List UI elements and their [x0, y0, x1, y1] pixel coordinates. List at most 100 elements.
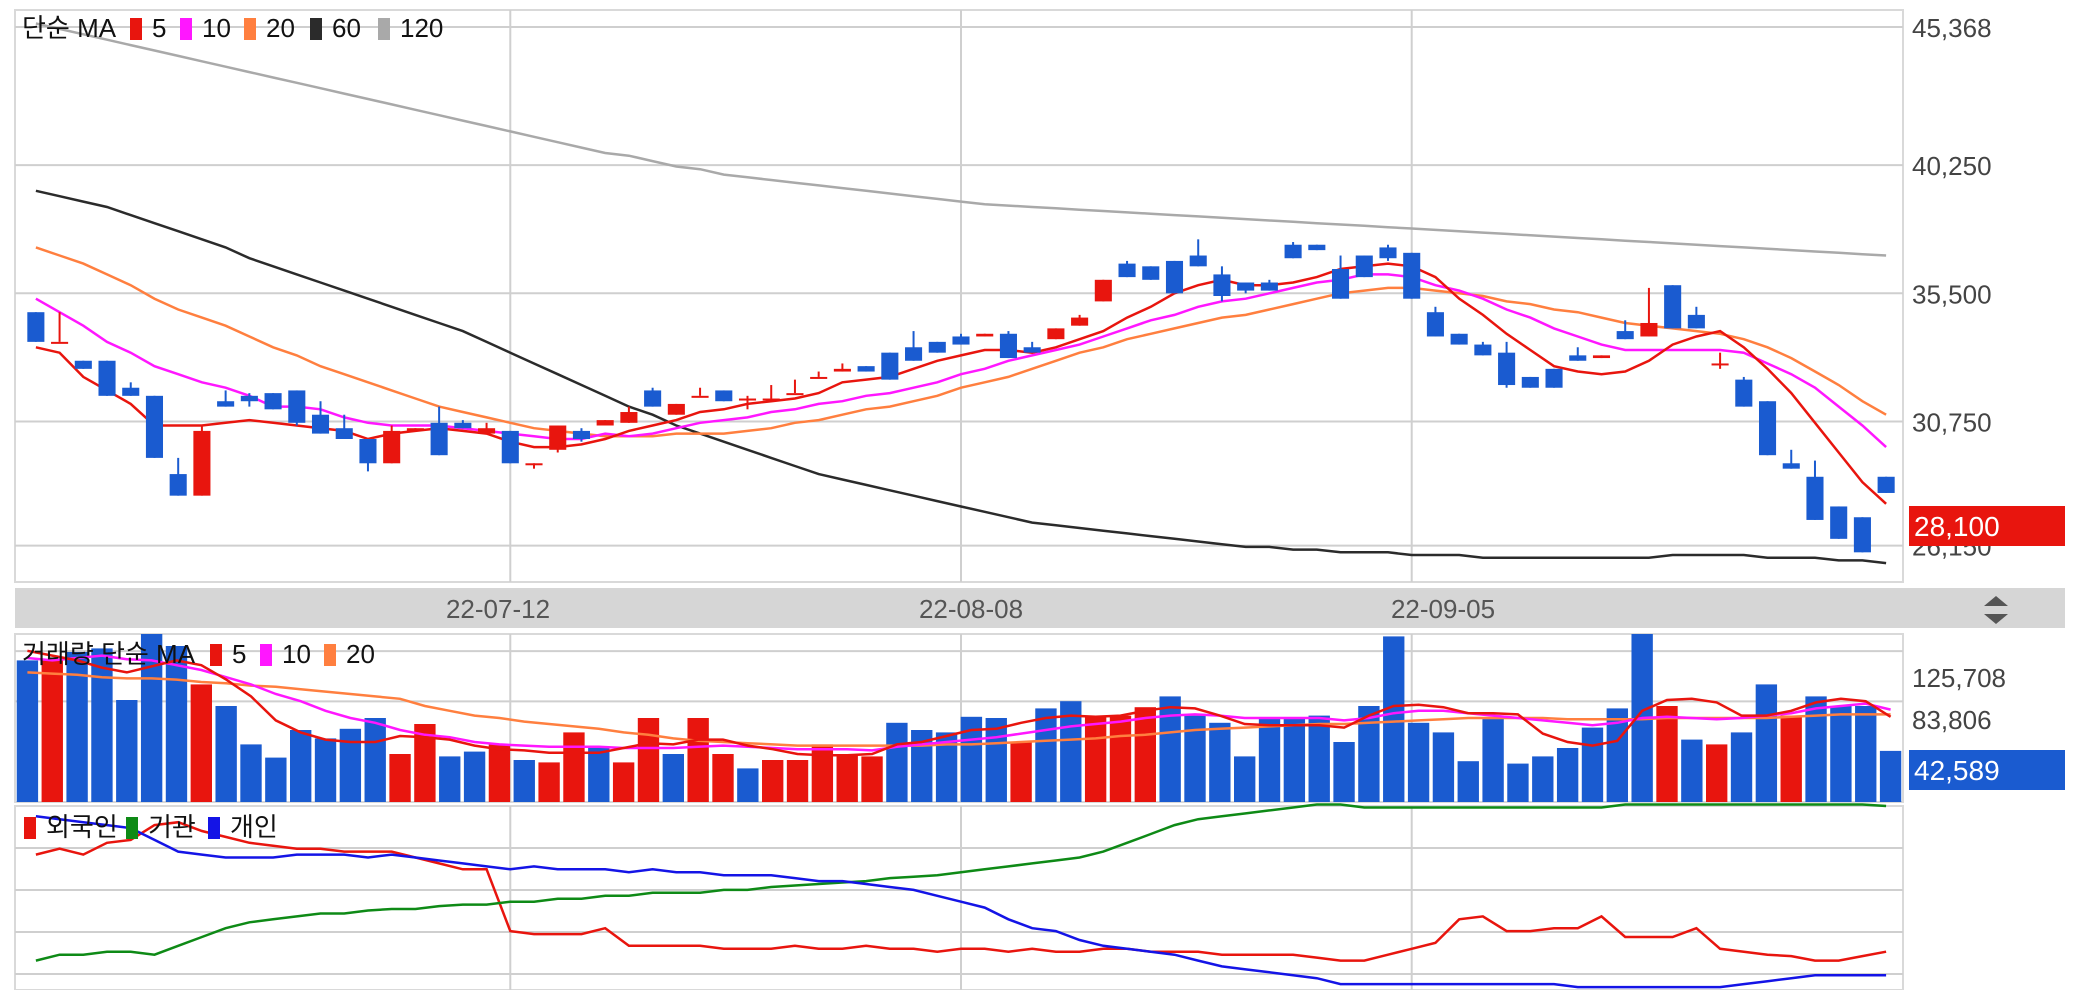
- volume-ma10-line: [27, 654, 1891, 752]
- volume-bar: [712, 754, 734, 802]
- legend-foreign-label: 외국인: [46, 812, 118, 842]
- legend-ma20-label: 20: [266, 13, 295, 43]
- volume-bar: [1134, 707, 1156, 802]
- volume-bar: [1358, 706, 1380, 802]
- volume-bar: [985, 718, 1007, 802]
- candle-body: [1664, 285, 1682, 329]
- price-candles: [27, 239, 1895, 553]
- volume-bar: [1879, 750, 1902, 802]
- candle-body: [1023, 347, 1041, 353]
- volume-bar: [1084, 715, 1107, 802]
- candle-body: [572, 430, 590, 439]
- volume-bar: [1755, 684, 1778, 802]
- volume-bar: [140, 634, 163, 802]
- candle-body: [999, 333, 1017, 359]
- legend-ma5-swatch: [130, 18, 142, 40]
- volume-bar: [637, 718, 660, 802]
- volume-bar: [1258, 718, 1281, 802]
- candle-body: [335, 428, 353, 439]
- volume-bar: [463, 751, 486, 802]
- current-volume-label: 42,589: [1914, 755, 2000, 786]
- candle-body: [1592, 355, 1611, 359]
- candle-body: [1332, 269, 1350, 299]
- investor-individual-line: [35, 815, 1887, 989]
- volume-bar: [364, 718, 386, 802]
- candle-body: [1735, 379, 1753, 407]
- volume-bar: [811, 744, 834, 802]
- legend-institution-swatch: [126, 817, 138, 839]
- volume-bar: [339, 728, 362, 802]
- candle-body: [525, 463, 543, 466]
- candle-body: [1142, 266, 1160, 280]
- resize-toggle-icon[interactable]: [1984, 596, 2008, 624]
- volume-bar: [215, 706, 237, 802]
- candle-body: [122, 387, 140, 396]
- volume-bar: [1606, 708, 1628, 802]
- candle-body: [1071, 317, 1089, 326]
- volume-bar: [935, 732, 958, 802]
- volume-bar: [116, 700, 138, 802]
- volume-tick-1: 125,708: [1912, 663, 2006, 693]
- volume-bar: [1383, 636, 1405, 802]
- volume-bar: [737, 768, 759, 802]
- candle-body: [1474, 344, 1492, 356]
- candle-body: [1853, 517, 1871, 553]
- legend-individual-swatch: [208, 817, 220, 839]
- investor-lines: [35, 803, 1887, 989]
- candle-body: [193, 430, 211, 496]
- current-price-badge: [1909, 506, 2065, 546]
- candle-body: [1498, 352, 1516, 386]
- volume-bar: [1184, 715, 1206, 802]
- price-ma120-line: [35, 22, 1887, 257]
- candle-body: [833, 368, 851, 372]
- volume-bar: [538, 762, 560, 802]
- volume-tick-2: 83,806: [1912, 705, 1992, 735]
- candle-body: [1118, 263, 1136, 278]
- candle-body: [169, 474, 187, 496]
- investor-panel: 외국인 기관 개인: [14, 803, 1904, 990]
- candle-body: [430, 422, 448, 456]
- candle-body: [359, 439, 377, 464]
- legend-ma120-swatch: [378, 18, 390, 40]
- candle-body: [1094, 279, 1112, 302]
- volume-bar: [1010, 742, 1032, 802]
- candle-body: [1189, 255, 1207, 267]
- candle-body: [1830, 506, 1848, 539]
- volume-bar: [1482, 718, 1504, 802]
- legend-institution-label: 기관: [148, 812, 196, 842]
- volume-panel: 거래량 단순 MA 5 10 20 125,708 83,806 42,589: [14, 633, 2065, 803]
- volume-bar: [439, 756, 461, 802]
- candle-body: [311, 414, 330, 434]
- volume-bar: [290, 730, 312, 802]
- price-tick-label: 40,250: [1912, 151, 1992, 181]
- volume-bar: [1209, 722, 1231, 802]
- candle-body: [1711, 363, 1729, 366]
- volume-bar: [265, 757, 287, 802]
- candle-body: [715, 390, 733, 402]
- current-price-label: 28,100: [1914, 511, 2000, 542]
- candle-body: [1640, 322, 1658, 337]
- volume-bar: [1109, 715, 1132, 802]
- candle-body: [810, 376, 828, 379]
- volume-bar: [1035, 708, 1057, 802]
- candle-body: [644, 390, 662, 407]
- volume-bar: [1532, 756, 1554, 802]
- candle-body: [1047, 328, 1065, 340]
- vol-legend-ma10-swatch: [260, 644, 272, 666]
- volume-bar: [91, 648, 113, 802]
- volume-bar: [1730, 732, 1753, 802]
- price-plot-area: [14, 9, 1904, 583]
- volume-bar: [1432, 732, 1455, 802]
- vol-legend-ma5-label: 5: [232, 639, 246, 669]
- candle-body: [1237, 282, 1255, 291]
- candle-body: [1877, 476, 1895, 493]
- vol-legend-ma20-swatch: [324, 644, 336, 666]
- date-label-2: 22-08-08: [919, 594, 1023, 624]
- volume-bar: [1407, 722, 1430, 802]
- volume-bar: [1805, 696, 1827, 802]
- volume-bar: [1159, 696, 1181, 802]
- volume-bar: [662, 754, 684, 802]
- price-ma60-line: [35, 189, 1887, 565]
- volume-bar: [1706, 744, 1728, 802]
- price-ma20-line: [35, 246, 1887, 438]
